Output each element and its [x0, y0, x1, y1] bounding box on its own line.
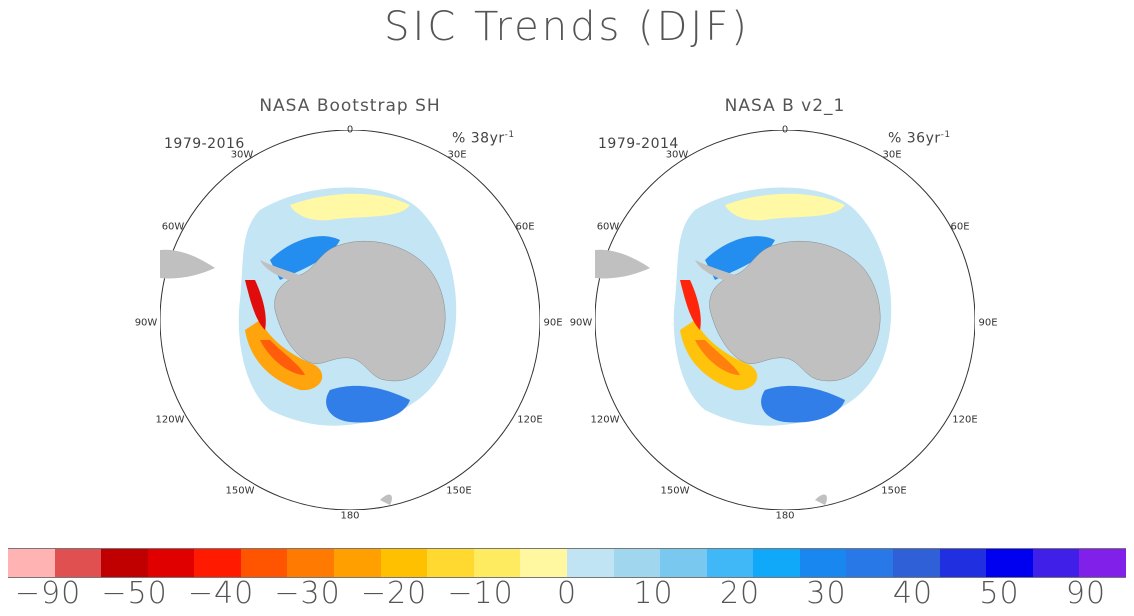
- light-positive-band: [290, 193, 410, 221]
- figure-title: SIC Trends (DJF): [384, 4, 750, 50]
- lon-label-60w-left: 60W: [161, 221, 185, 233]
- lon-label-30e-left: 30E: [447, 149, 467, 161]
- lon-label-150e-right: 150E: [881, 485, 907, 497]
- negative-trend-bellingshausen: [245, 280, 266, 330]
- colorbar-swatch: [520, 549, 567, 577]
- positive-trend-weddell: [270, 236, 340, 280]
- lon-label-90w-left: 90W: [134, 317, 158, 329]
- colorbar-swatch: [380, 549, 428, 577]
- colorbar-label: 10: [633, 576, 674, 611]
- antarctica-land: [274, 240, 446, 382]
- unit-left-exp: -1: [504, 130, 515, 140]
- negative-trend-ross: [695, 340, 740, 375]
- colorbar-label: −90: [14, 576, 82, 611]
- unit-right-text: % 36yr: [888, 130, 941, 147]
- colorbar-swatch: [240, 549, 288, 577]
- lon-label-90e-right: 90E: [978, 317, 998, 329]
- panel-title-left: NASA Bootstrap SH: [259, 96, 441, 116]
- colorbar-swatch: [799, 549, 847, 577]
- lon-label-60w-right: 60W: [596, 221, 620, 233]
- colorbar-swatch: [939, 549, 987, 577]
- lon-label-30e-right: 30E: [882, 149, 902, 161]
- colorbar-swatch: [334, 549, 381, 577]
- south-america-tip: [160, 249, 215, 279]
- lon-label-90e-left: 90E: [543, 317, 563, 329]
- colorbar-label: 0: [556, 576, 578, 611]
- colorbar-label: −50: [101, 576, 168, 611]
- lon-label-120e-right: 120E: [952, 414, 978, 426]
- period-right: 1979-2014: [598, 136, 679, 152]
- colorbar-swatch: [613, 549, 661, 577]
- colorbar-swatch: [54, 549, 102, 577]
- colorbar-label: 40: [892, 576, 934, 611]
- lon-label-0-left: 0: [346, 124, 354, 136]
- colorbar-swatch: [1032, 549, 1080, 577]
- antarctic-peninsula: [260, 260, 300, 282]
- colorbar-label: 90: [1065, 576, 1107, 611]
- colorbar-swatch: [287, 549, 335, 577]
- positive-trend-south: [761, 385, 845, 423]
- negative-trend-bellingshausen: [680, 280, 701, 330]
- lon-label-0-right: 0: [781, 124, 789, 136]
- colorbar-label: −10: [447, 576, 514, 611]
- light-positive-band: [725, 193, 845, 221]
- colorbar-label: −30: [274, 576, 341, 611]
- lon-label-30w-left: 30W: [230, 149, 254, 161]
- colorbar-label: 50: [979, 576, 1020, 611]
- colorbar: [8, 548, 1126, 578]
- colorbar-swatch: [101, 549, 148, 577]
- colorbar-swatch: [194, 549, 241, 577]
- antarctica-land: [709, 240, 881, 382]
- unit-right: % 36yr-1: [888, 130, 951, 147]
- period-left: 1979-2016: [164, 136, 245, 152]
- panel-title-right: NASA B v2_1: [724, 96, 846, 116]
- lon-label-60e-right: 60E: [950, 221, 970, 233]
- south-america-tip: [595, 249, 650, 279]
- lon-label-120e-left: 120E: [517, 414, 543, 426]
- lon-label-150w-left: 150W: [225, 485, 255, 497]
- polar-map-right: [595, 130, 975, 510]
- antarctic-peninsula: [695, 260, 735, 282]
- new-zealand-island: [815, 494, 827, 505]
- unit-left-text: % 38yr: [452, 130, 505, 147]
- unit-left: % 38yr-1: [452, 130, 515, 147]
- colorbar-swatch: [473, 549, 521, 577]
- positive-trend-south: [326, 385, 410, 423]
- lon-label-30w-right: 30W: [665, 149, 689, 161]
- colorbar-swatch: [660, 549, 707, 577]
- colorbar-swatch: [566, 549, 614, 577]
- unit-right-exp: -1: [940, 130, 951, 140]
- lon-label-90w-right: 90W: [569, 317, 593, 329]
- colorbar-swatch: [147, 549, 195, 577]
- colorbar-swatch: [846, 549, 893, 577]
- lon-label-150w-right: 150W: [660, 485, 690, 497]
- negative-trend-ross: [260, 340, 305, 375]
- colorbar-swatch: [1079, 549, 1126, 577]
- lon-label-120w-left: 120W: [155, 414, 185, 426]
- colorbar-swatch: [753, 549, 800, 577]
- new-zealand-island: [380, 494, 392, 505]
- lon-label-150e-left: 150E: [446, 485, 472, 497]
- colorbar-label: −40: [187, 576, 255, 611]
- lon-label-60e-left: 60E: [515, 221, 535, 233]
- lon-label-180-right: 180: [775, 510, 795, 522]
- colorbar-label: 20: [719, 576, 761, 611]
- colorbar-label: −20: [360, 576, 428, 611]
- lon-label-180-left: 180: [340, 510, 360, 522]
- colorbar-swatch: [986, 549, 1033, 577]
- polar-map-left: [160, 130, 540, 510]
- colorbar-swatch: [892, 549, 940, 577]
- colorbar-swatch: [427, 549, 474, 577]
- colorbar-swatch: [8, 549, 55, 577]
- colorbar-label: 30: [806, 576, 847, 611]
- lon-label-120w-right: 120W: [590, 414, 620, 426]
- colorbar-swatch: [706, 549, 754, 577]
- positive-trend-weddell: [705, 236, 775, 280]
